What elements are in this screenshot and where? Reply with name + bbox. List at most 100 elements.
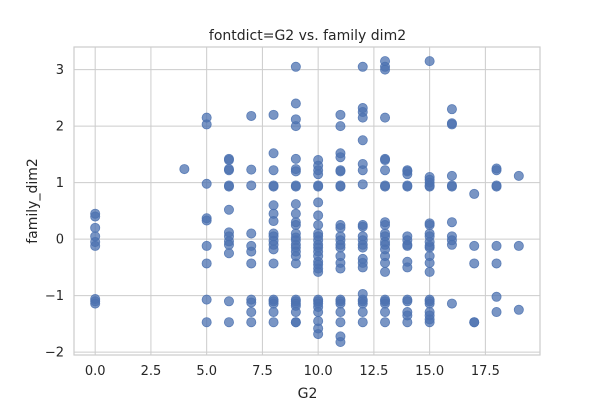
x-tick-label: 0.0	[85, 364, 106, 379]
data-point	[223, 204, 234, 215]
data-point	[424, 257, 435, 268]
data-point	[268, 109, 279, 120]
data-point	[246, 164, 257, 175]
data-point	[223, 317, 234, 328]
data-point	[380, 266, 391, 277]
data-point	[446, 181, 457, 192]
data-point	[380, 165, 391, 176]
data-point	[335, 298, 346, 309]
data-point	[90, 240, 101, 251]
data-point	[446, 217, 457, 228]
y-tick-label: 3	[56, 63, 64, 78]
data-point	[223, 239, 234, 250]
data-point	[380, 257, 391, 268]
data-point	[246, 228, 257, 239]
data-point	[246, 317, 257, 328]
data-point	[357, 165, 368, 176]
data-point	[268, 148, 279, 159]
y-tick-label: 0	[56, 233, 64, 248]
data-point	[380, 64, 391, 75]
data-point	[424, 56, 435, 67]
data-point	[424, 220, 435, 231]
data-point	[268, 307, 279, 318]
data-point	[357, 262, 368, 273]
data-point	[290, 317, 301, 328]
data-point	[335, 121, 346, 132]
data-point	[380, 155, 391, 166]
data-point	[491, 291, 502, 302]
data-point	[268, 181, 279, 192]
data-point	[402, 262, 413, 273]
data-point	[201, 178, 212, 189]
data-point	[290, 199, 301, 210]
data-point	[201, 215, 212, 226]
data-point	[335, 317, 346, 328]
data-point	[268, 216, 279, 227]
x-tick-labels: 0.0 2.5 5.0 7.5 10.0 12.5 15.0 17.5	[85, 364, 500, 379]
data-point	[268, 165, 279, 176]
data-point	[424, 242, 435, 253]
data-point	[491, 307, 502, 318]
data-point	[313, 307, 324, 318]
data-point	[246, 258, 257, 269]
data-point	[446, 119, 457, 130]
data-point	[335, 307, 346, 318]
data-point	[313, 197, 324, 208]
data-point	[513, 170, 524, 181]
data-point	[290, 153, 301, 164]
data-point	[513, 240, 524, 251]
data-point	[290, 98, 301, 109]
data-point	[380, 220, 391, 231]
plot-frame	[73, 46, 541, 356]
data-point	[335, 222, 346, 233]
x-tick-label: 15.0	[415, 364, 444, 379]
data-point	[357, 61, 368, 72]
data-point	[290, 208, 301, 219]
data-point	[246, 180, 257, 191]
data-point	[469, 258, 480, 269]
data-point	[491, 240, 502, 251]
data-point	[491, 165, 502, 176]
data-point	[424, 181, 435, 192]
data-point	[268, 200, 279, 211]
data-point	[513, 304, 524, 315]
data-point	[335, 263, 346, 274]
data-point	[446, 298, 457, 309]
data-point	[179, 164, 190, 175]
y-axis-label: family_dim2	[25, 158, 41, 244]
data-point	[402, 296, 413, 307]
data-point	[90, 211, 101, 222]
data-point	[290, 220, 301, 231]
data-point	[90, 298, 101, 309]
data-point	[424, 266, 435, 277]
data-point	[380, 112, 391, 123]
data-point	[223, 248, 234, 259]
data-point	[335, 181, 346, 192]
y-tick-label: 1	[56, 176, 64, 191]
data-point	[223, 181, 234, 192]
data-point	[357, 242, 368, 253]
data-point	[402, 169, 413, 180]
data-point	[246, 110, 257, 121]
data-point	[313, 220, 324, 231]
data-point	[335, 109, 346, 120]
data-point	[335, 337, 346, 348]
data-point	[246, 297, 257, 308]
data-point	[357, 307, 368, 318]
data-point	[268, 298, 279, 309]
y-tick-label: −2	[45, 346, 64, 361]
data-point	[357, 317, 368, 328]
data-point	[446, 170, 457, 181]
data-point	[335, 166, 346, 177]
data-point	[201, 240, 212, 251]
data-point	[313, 210, 324, 221]
data-point	[380, 181, 391, 192]
data-point	[357, 135, 368, 146]
data-point	[268, 317, 279, 328]
data-point	[313, 329, 324, 340]
data-point	[469, 240, 480, 251]
data-point	[223, 155, 234, 166]
data-point	[290, 181, 301, 192]
